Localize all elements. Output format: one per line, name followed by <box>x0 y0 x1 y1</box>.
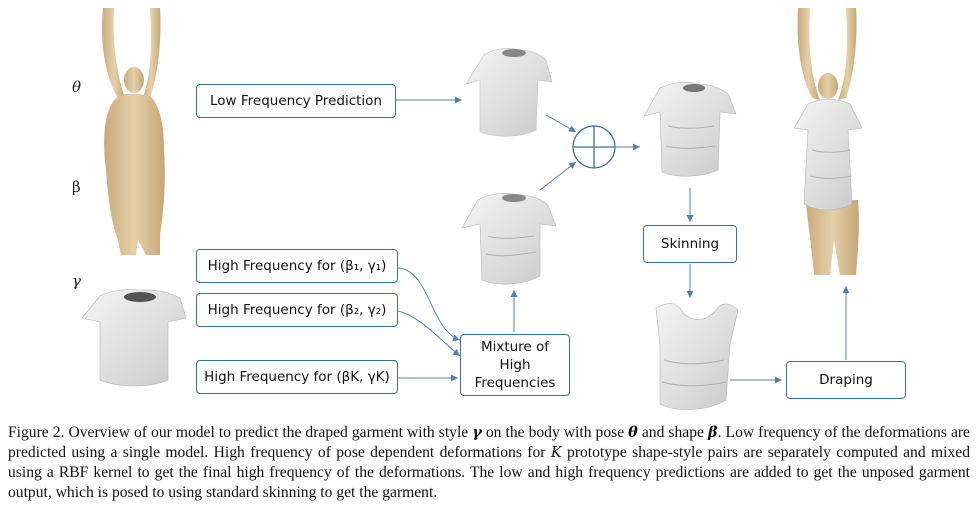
input-body-figure <box>102 8 165 255</box>
low-frequency-garment <box>465 48 553 137</box>
high-frequency-box-1: High Frequency for (β₁, γ₁) <box>196 249 398 283</box>
summed-garment <box>643 82 737 177</box>
mixture-box: Mixture of High Frequencies <box>460 334 570 396</box>
theta-label: θ <box>72 78 82 96</box>
mixture-label-line-1: Mixture of <box>480 339 550 355</box>
mixture-label-line-2: High <box>499 357 531 373</box>
figure-caption: Figure 2. Overview of our model to predi… <box>8 423 970 502</box>
low-frequency-prediction-label: Low Frequency Prediction <box>210 93 382 109</box>
connector-arrows <box>396 96 850 384</box>
caption-text-2: on the body with pose <box>481 424 629 441</box>
draping-box: Draping <box>786 361 906 399</box>
high-frequency-label-2: High Frequency for (β₂, γ₂) <box>207 302 387 318</box>
caption-text-5: prototype shape-style pairs are separate… <box>8 443 970 501</box>
skinned-garment <box>655 303 739 410</box>
caption-beta: β <box>707 424 718 441</box>
high-frequency-label-k: High Frequency for (βK, γK) <box>204 369 390 385</box>
caption-k: K <box>550 444 562 461</box>
mixture-label-line-3: Frequencies <box>474 375 556 391</box>
caption-text-4: . Low frequency of the deformations are … <box>8 424 970 461</box>
output-draped-body-figure <box>793 8 863 275</box>
skinning-label: Skinning <box>660 236 720 252</box>
gamma-label: γ <box>72 272 81 290</box>
sum-operator <box>572 125 616 169</box>
caption-theta: θ <box>628 424 638 441</box>
caption-text-1: Figure 2. Overview of our model to predi… <box>8 424 473 441</box>
high-frequency-garment <box>461 193 557 285</box>
caption-text-3: and shape <box>637 424 708 441</box>
low-frequency-prediction-box: Low Frequency Prediction <box>196 84 396 118</box>
input-garment-figure <box>81 289 187 387</box>
high-frequency-box-k: High Frequency for (βK, γK) <box>196 360 398 394</box>
beta-label: β <box>72 178 81 196</box>
draping-label: Draping <box>819 372 873 388</box>
high-frequency-label-1: High Frequency for (β₁, γ₁) <box>207 258 387 274</box>
caption-gamma: γ <box>472 424 482 441</box>
high-frequency-box-2: High Frequency for (β₂, γ₂) <box>196 293 398 327</box>
skinning-box: Skinning <box>643 225 737 263</box>
